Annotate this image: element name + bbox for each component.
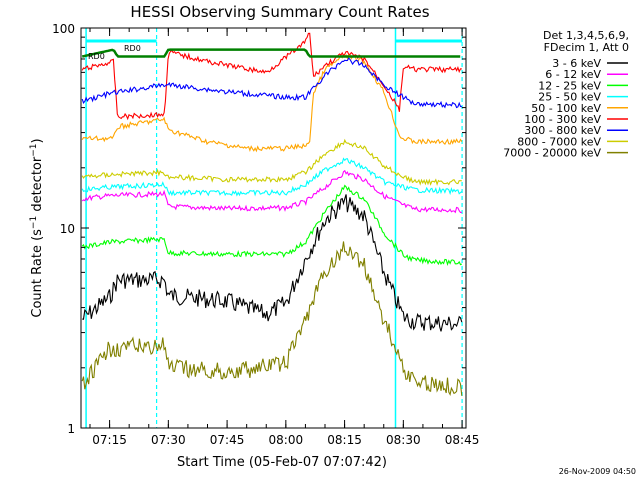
- annotation-rd0-lower: RD0: [88, 52, 105, 61]
- series-line-3: [81, 157, 463, 197]
- legend-label-2: 12 - 25 keV: [538, 79, 601, 92]
- x-axis-label: Start Time (05-Feb-07 07:07:42): [177, 455, 387, 470]
- x-tick-label-0: 07:15: [92, 433, 127, 447]
- x-tick-label-6: 08:45: [445, 433, 480, 447]
- x-tick-label-4: 08:15: [327, 433, 362, 447]
- y-tick-label-2: 100: [52, 22, 75, 36]
- series-line-2: [81, 184, 463, 266]
- axis-ticks: 07:15 07:30 07:45 08:00 08:15 08:30 08:45 1 10 10…: [52, 22, 479, 447]
- y-tick-label-1: 10: [60, 222, 75, 236]
- series-line-7: [81, 138, 462, 186]
- series-line-4: [81, 53, 463, 153]
- footer-timestamp: 26-Nov-2009 04:50: [559, 467, 636, 476]
- legend-header-line1: Det 1,3,4,5,6,9,: [543, 29, 629, 42]
- legend-header-line2: FDecim 1, Att 0: [544, 41, 629, 54]
- legend-label-0: 3 - 6 keV: [552, 57, 601, 70]
- chart-title: HESSI Observing Summary Count Rates: [130, 3, 429, 21]
- series-layer: [81, 32, 463, 396]
- legend-label-5: 100 - 300 keV: [524, 113, 601, 126]
- plot-frame: [80, 27, 467, 429]
- annotation-rd0-upper: RD0: [124, 44, 141, 53]
- series-line-8: [81, 241, 463, 396]
- y-axis-label: Count Rate (s−1 detector−1): [29, 138, 45, 317]
- x-tick-label-5: 08:30: [386, 433, 421, 447]
- legend-label-4: 50 - 100 keV: [531, 102, 601, 115]
- legend-label-6: 300 - 800 keV: [524, 124, 601, 137]
- series-line-6: [81, 57, 462, 109]
- series-line-9: [81, 48, 461, 58]
- series-line-5: [81, 32, 462, 121]
- legend-label-7: 800 - 7000 keV: [517, 135, 601, 148]
- y-tick-label-0: 1: [67, 422, 75, 436]
- legend-label-8: 7000 - 20000 keV: [503, 147, 601, 160]
- x-tick-label-1: 07:30: [151, 433, 186, 447]
- x-tick-label-2: 07:45: [210, 433, 245, 447]
- legend-label-1: 6 - 12 keV: [545, 68, 601, 81]
- legend: Det 1,3,4,5,6,9, FDecim 1, Att 0 3 - 6 k…: [503, 29, 629, 160]
- series-line-0: [82, 194, 463, 332]
- series-line-1: [81, 169, 462, 214]
- legend-label-3: 25 - 50 keV: [538, 91, 601, 104]
- x-tick-label-3: 08:00: [269, 433, 304, 447]
